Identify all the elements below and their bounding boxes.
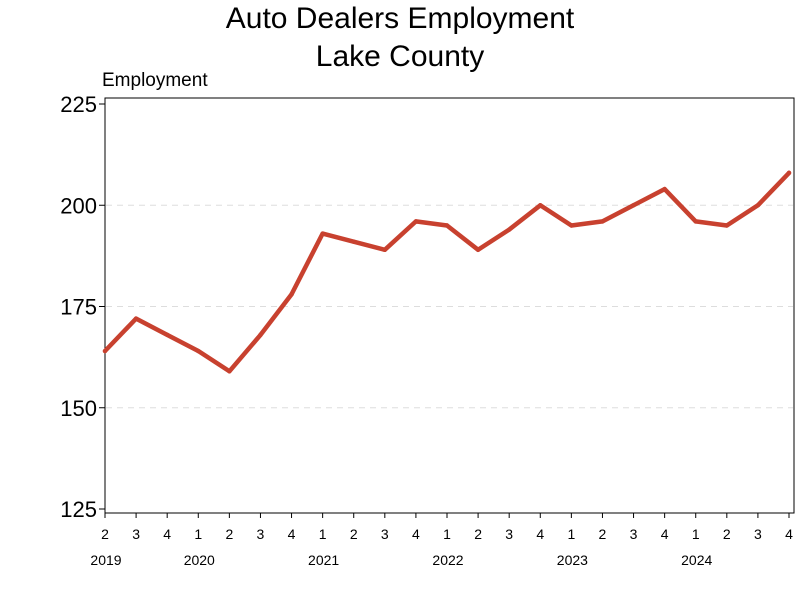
data-point [320, 231, 325, 236]
x-year-label: 2021 [308, 552, 339, 568]
x-year-label: 2024 [681, 552, 712, 568]
x-tick-label: 3 [505, 526, 513, 542]
x-tick-label: 4 [785, 526, 793, 542]
data-point [164, 332, 170, 338]
x-year-label: 2019 [90, 552, 121, 568]
data-point [724, 223, 730, 228]
data-point [102, 348, 108, 354]
x-tick-label: 2 [101, 526, 109, 542]
data-point [662, 186, 667, 192]
data-point [786, 170, 792, 176]
x-tick-label: 4 [412, 526, 420, 542]
data-point [382, 247, 388, 252]
data-point [351, 239, 356, 244]
series-layer [102, 170, 792, 374]
x-tick-label: 2 [225, 526, 233, 542]
gridlines [106, 204, 793, 409]
x-tick-label: 3 [630, 526, 638, 542]
x-tick-label: 3 [132, 526, 140, 542]
x-year-label: 2022 [432, 552, 463, 568]
x-tick-label: 2 [474, 526, 482, 542]
x-tick-label: 3 [754, 526, 762, 542]
x-year-label: 2020 [184, 552, 215, 568]
x-tick-label: 4 [661, 526, 669, 542]
y-axis-label: Employment [102, 70, 208, 91]
x-tick-label: 4 [288, 526, 296, 542]
data-point [569, 223, 574, 228]
data-point [600, 219, 605, 224]
x-tick-label: 1 [443, 526, 451, 542]
data-point [444, 223, 450, 228]
x-axis: 2 3 4 1 2 3 4 1 2 3 4 1 2 3 4 1 2 3 4 1 2 3 4 2019 2020 2021 2022 2… [90, 513, 793, 568]
x-tick-label: 4 [163, 526, 171, 542]
y-tick-label: 200 [60, 193, 97, 218]
plot-frame [104, 97, 795, 514]
y-tick-label: 225 [60, 92, 97, 117]
x-tick-label: 2 [599, 526, 607, 542]
x-tick-label: 3 [381, 526, 389, 542]
data-point [133, 316, 139, 321]
data-point [475, 247, 481, 252]
data-point [755, 203, 761, 208]
x-tick-label: 2 [350, 526, 358, 542]
y-tick-label: 175 [60, 295, 97, 320]
x-tick-label: 1 [567, 526, 575, 542]
data-point [258, 332, 263, 338]
x-tick-label: 1 [194, 526, 202, 542]
chart-subtitle: Lake County [315, 40, 485, 73]
x-tick-label: 2 [723, 526, 731, 542]
y-tick-label: 125 [60, 497, 97, 522]
data-point [289, 292, 294, 297]
data-point [227, 369, 232, 374]
y-tick-label: 150 [60, 396, 97, 421]
data-point [693, 219, 698, 224]
x-tick-label: 1 [692, 526, 700, 542]
series-line [102, 170, 792, 374]
data-point [506, 227, 512, 232]
data-point [538, 203, 543, 208]
data-point [413, 219, 419, 224]
y-axis: 125 150 175 200 225 [60, 92, 105, 522]
x-tick-label: 1 [319, 526, 327, 542]
data-point [631, 203, 636, 208]
x-tick-label: 3 [257, 526, 265, 542]
chart-title: Auto Dealers Employment [225, 2, 575, 35]
x-tick-label: 4 [536, 526, 544, 542]
x-year-label: 2023 [557, 552, 588, 568]
data-point [196, 348, 201, 354]
